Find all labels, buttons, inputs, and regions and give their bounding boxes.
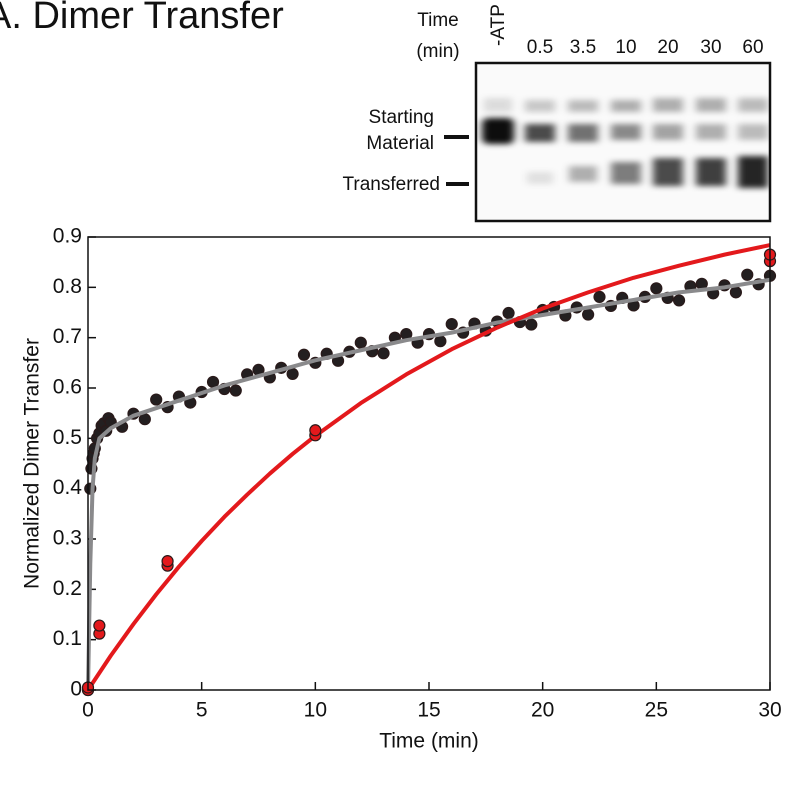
- data-point: [287, 368, 298, 379]
- y-tick-label: 0.1: [53, 627, 82, 650]
- data-point: [355, 337, 366, 348]
- lane-label: 30: [700, 37, 721, 58]
- data-point: [298, 349, 309, 360]
- lane-label: 3.5: [570, 37, 596, 58]
- data-point: [162, 556, 173, 567]
- lane-label: -ATP: [488, 4, 509, 46]
- y-tick-label: 0.8: [53, 275, 82, 298]
- figure: A. Dimer Transfer Time (min): [0, 0, 789, 787]
- data-point: [583, 309, 594, 320]
- x-tick-label: 25: [645, 699, 668, 722]
- x-tick-label: 30: [758, 699, 781, 722]
- chart-title: A. Dimer Transfer: [0, 0, 284, 37]
- data-point: [139, 414, 150, 425]
- y-tick-label: 0.3: [53, 527, 82, 550]
- x-tick-label: 5: [196, 699, 208, 722]
- data-point: [230, 385, 241, 396]
- data-point: [94, 620, 105, 631]
- plot-frame: [88, 237, 770, 690]
- lane-label: 60: [742, 37, 763, 58]
- y-tick-label: 0.2: [53, 577, 82, 600]
- data-point: [651, 283, 662, 294]
- x-axis-label: Time (min): [379, 730, 479, 753]
- fit-line: [88, 280, 770, 690]
- lane-label: 0.5: [527, 37, 553, 58]
- starting-label: Starting: [369, 107, 434, 128]
- lane-label: 10: [615, 37, 636, 58]
- gel-image: [476, 63, 770, 221]
- fit-line: [88, 245, 770, 690]
- lane-label: 20: [657, 37, 678, 58]
- gel-unit-label: (min): [416, 41, 459, 62]
- y-tick-label: 0.5: [53, 426, 82, 449]
- x-tick-label: 0: [82, 699, 94, 722]
- data-point: [674, 295, 685, 306]
- y-tick-label: 0: [70, 678, 82, 701]
- data-point: [594, 291, 605, 302]
- y-tick-label: 0.4: [53, 476, 83, 499]
- data-point: [378, 348, 389, 359]
- x-tick-label: 10: [304, 699, 327, 722]
- y-axis-label: Normalized Dimer Transfer: [21, 338, 44, 589]
- data-point: [310, 425, 321, 436]
- plot-area: [83, 245, 776, 695]
- y-tick-label: 0.6: [53, 376, 82, 399]
- data-point: [208, 376, 219, 387]
- data-point: [446, 319, 457, 330]
- data-point: [526, 319, 537, 330]
- transferred-label: Transferred: [343, 174, 441, 195]
- data-point: [503, 308, 514, 319]
- y-tick-label: 0.7: [53, 325, 82, 348]
- data-point: [435, 336, 446, 347]
- page: {"chart_data": { "type": "scatter", "tit…: [0, 0, 789, 787]
- y-tick-label: 0.9: [53, 225, 82, 248]
- data-point: [730, 287, 741, 298]
- x-tick-label: 15: [417, 699, 440, 722]
- data-point: [742, 269, 753, 280]
- gel-time-label: Time: [417, 10, 459, 31]
- starting-label: Material: [366, 133, 434, 154]
- x-tick-label: 20: [531, 699, 554, 722]
- data-point: [151, 394, 162, 405]
